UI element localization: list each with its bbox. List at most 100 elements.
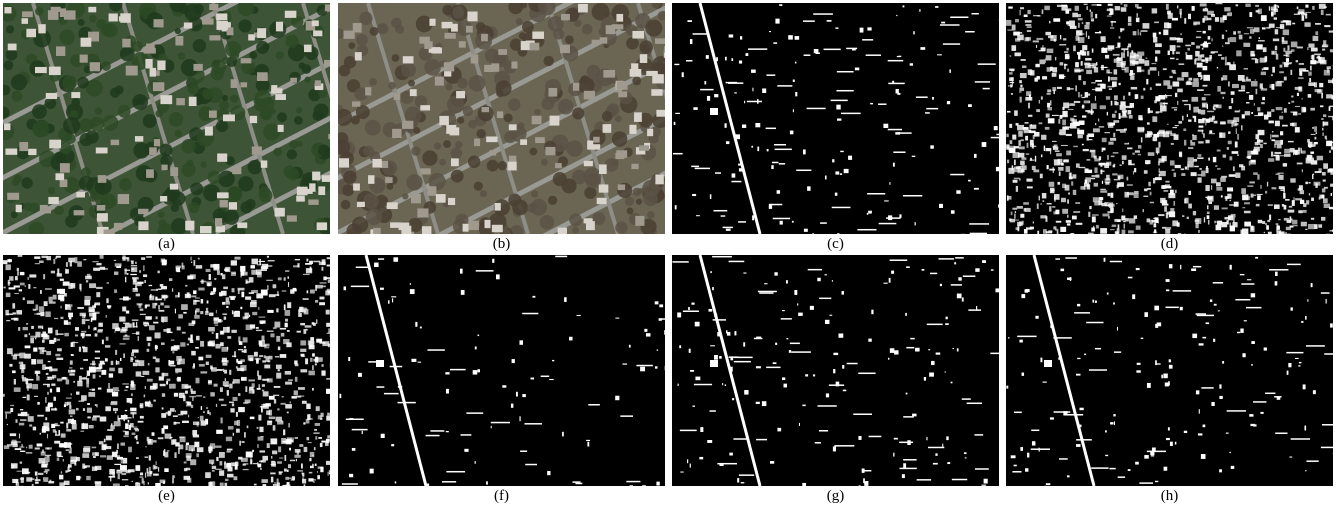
speck (190, 274, 196, 279)
speck (267, 285, 269, 290)
speck (1046, 55, 1052, 60)
speck (1227, 187, 1233, 191)
house (495, 203, 501, 211)
speck (1251, 194, 1254, 198)
speck (1305, 182, 1307, 185)
speck (177, 378, 181, 381)
speck (256, 293, 263, 298)
speck (274, 482, 276, 483)
house (411, 194, 421, 204)
tree (11, 74, 27, 90)
speck (178, 445, 183, 450)
speck (223, 369, 224, 372)
speck (562, 432, 564, 437)
speck (140, 309, 144, 311)
speck (1020, 97, 1022, 103)
speck (888, 60, 904, 62)
speck (1110, 261, 1122, 263)
house (16, 205, 22, 213)
speck (888, 215, 892, 220)
speck (906, 393, 908, 395)
speck (328, 472, 329, 476)
speck (55, 258, 57, 260)
speck (1014, 412, 1022, 414)
speck (1018, 140, 1020, 146)
speck (1027, 143, 1029, 148)
speck (47, 384, 50, 387)
speck (937, 54, 942, 55)
speck (36, 376, 39, 381)
speck (1081, 69, 1084, 72)
tree (0, 85, 10, 96)
speck (888, 129, 902, 131)
speck (476, 270, 494, 272)
speck (1065, 54, 1069, 59)
speck (1059, 44, 1066, 45)
panel-image (3, 255, 335, 491)
speck (242, 351, 244, 353)
speck (147, 437, 150, 441)
speck (1311, 134, 1316, 135)
speck (180, 436, 186, 442)
speck (122, 467, 127, 472)
speck (622, 363, 627, 364)
speck (1229, 174, 1236, 177)
speck (1158, 71, 1159, 76)
speck (1214, 108, 1215, 111)
speck (1082, 22, 1084, 24)
speck (1172, 107, 1178, 108)
speck (54, 338, 57, 342)
house (482, 107, 490, 112)
speck (196, 265, 202, 269)
speck (1251, 54, 1255, 56)
speck (258, 307, 259, 310)
speck (1249, 161, 1251, 166)
speck (175, 368, 182, 372)
speck (227, 390, 229, 396)
speck (1278, 175, 1283, 180)
speck (108, 306, 111, 309)
speck (717, 332, 720, 336)
speck (1313, 61, 1320, 63)
speck (549, 379, 554, 380)
speck (797, 303, 798, 305)
house (635, 216, 644, 226)
house (261, 160, 267, 167)
speck (96, 287, 103, 289)
speck (269, 294, 276, 297)
house (474, 139, 480, 147)
speck (708, 309, 712, 312)
speck (1089, 206, 1091, 209)
speck (1121, 63, 1125, 68)
speck (1027, 10, 1030, 14)
speck (155, 332, 161, 338)
speck (426, 435, 440, 437)
speck (1268, 232, 1272, 236)
speck (79, 376, 82, 382)
speck (45, 469, 50, 471)
tree (194, 4, 204, 14)
speck (257, 427, 259, 429)
tree (508, 98, 520, 110)
speck (214, 278, 216, 280)
speck (125, 335, 128, 337)
speck (896, 15, 897, 16)
speck (1134, 193, 1139, 198)
tree (72, 98, 80, 106)
speck (629, 345, 631, 348)
speck (191, 262, 192, 263)
speck (123, 431, 126, 432)
speck (1228, 12, 1232, 16)
speck (238, 361, 243, 364)
speck (1030, 146, 1036, 148)
speck (136, 457, 139, 459)
house (463, 224, 469, 232)
speck (1178, 233, 1182, 235)
speck (695, 322, 700, 327)
speck (140, 403, 144, 408)
speck (1331, 146, 1336, 149)
speck (300, 369, 307, 372)
tree (181, 139, 196, 154)
speck (236, 412, 238, 417)
speck (1314, 142, 1318, 144)
